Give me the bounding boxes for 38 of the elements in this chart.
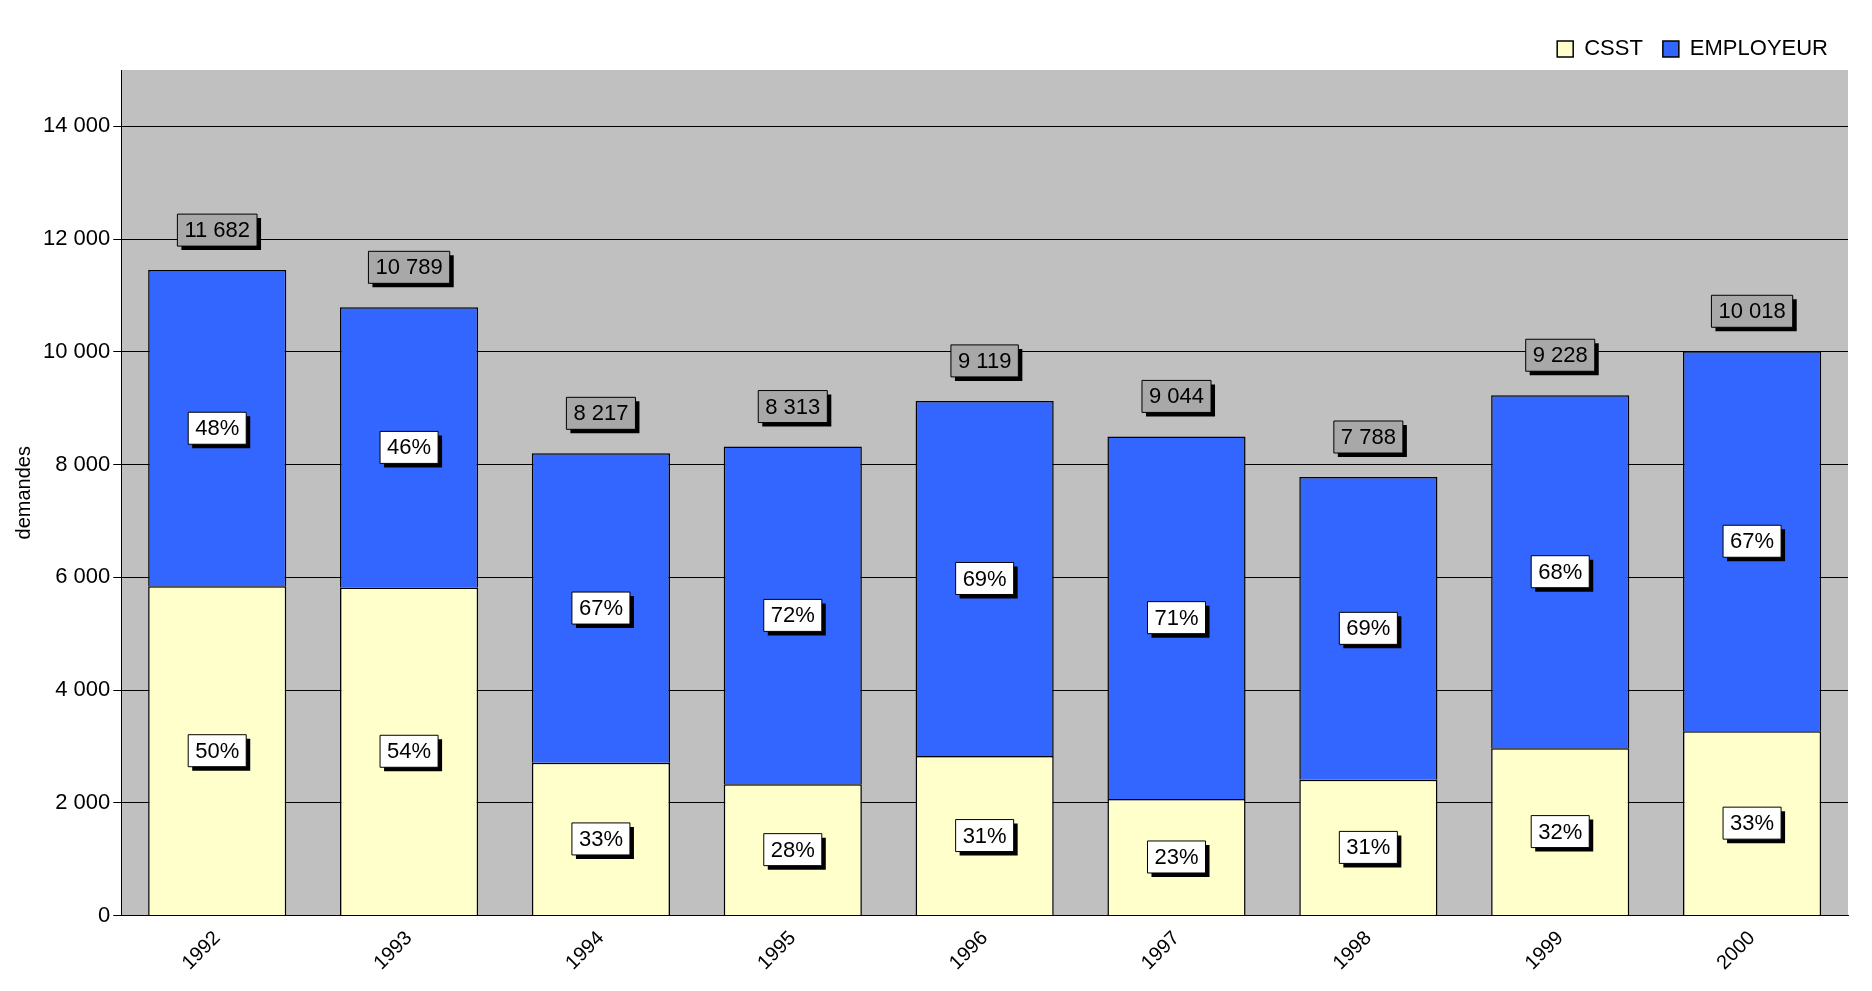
annotation: 67% [578, 595, 623, 621]
legend-label: EMPLOYEUR [1689, 35, 1829, 61]
annotation: 31% [1346, 834, 1391, 860]
annotation: 10 018 [1718, 298, 1786, 324]
annotation: 33% [1730, 810, 1775, 836]
y-tick-label: 12 000 [42, 225, 111, 251]
annotation: 23% [1154, 844, 1199, 870]
annotation: 31% [962, 822, 1007, 848]
legend-label: CSST [1584, 35, 1643, 61]
annotation: 48% [195, 415, 240, 441]
annotation: 9 228 [1532, 342, 1588, 368]
annotation: 8 313 [765, 393, 821, 419]
annotation: 54% [387, 738, 432, 764]
annotation: 9 119 [957, 347, 1012, 373]
y-tick-label: 2 000 [55, 788, 111, 814]
annotation: 69% [962, 565, 1007, 591]
y-tick-label: 4 000 [55, 676, 111, 702]
y-tick-label: 0 [98, 901, 111, 927]
annotation: 68% [1538, 558, 1583, 584]
annotation: 10 789 [375, 254, 443, 280]
annotation: 46% [387, 434, 432, 460]
y-axis-title: demandes [11, 446, 34, 540]
annotation: 71% [1154, 604, 1199, 630]
annotation: 9 044 [1148, 383, 1205, 409]
annotation: 28% [770, 836, 815, 862]
annotation: 7 788 [1340, 424, 1396, 450]
annotation: 33% [578, 826, 623, 851]
y-tick-label: 8 000 [55, 450, 111, 476]
annotation: 50% [195, 737, 240, 763]
annotation: 67% [1730, 528, 1775, 554]
annotation: 8 217 [573, 400, 629, 426]
annotation: 11 682 [184, 217, 251, 243]
annotation: 32% [1538, 818, 1583, 844]
y-tick-label: 10 000 [42, 337, 111, 363]
annotation: 69% [1346, 615, 1391, 641]
annotation: 72% [770, 602, 815, 628]
y-tick-label: 6 000 [55, 563, 111, 589]
y-tick-label: 14 000 [42, 112, 111, 138]
